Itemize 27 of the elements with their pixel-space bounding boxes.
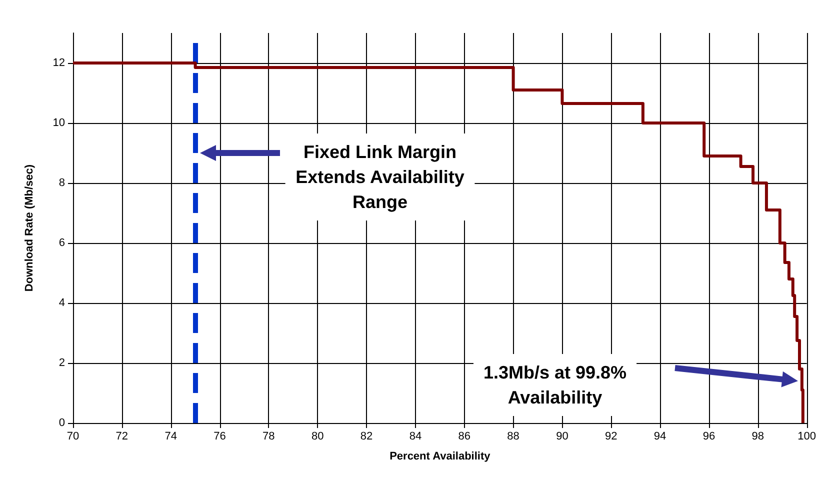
y-tick-label: 10 bbox=[52, 117, 65, 129]
x-axis-title: Percent Availability bbox=[390, 450, 492, 462]
x-tick-label: 86 bbox=[458, 430, 470, 442]
x-tick-label: 98 bbox=[752, 430, 764, 442]
x-tick-label: 80 bbox=[311, 430, 324, 442]
annotation: 1.3Mb/s at 99.8% Availability bbox=[483, 362, 627, 408]
x-tick-label: 78 bbox=[262, 430, 275, 442]
y-tick-label: 0 bbox=[58, 417, 65, 429]
annotation: Fixed Link Margin Extends Availability Range bbox=[296, 142, 464, 212]
x-tick-label: 96 bbox=[702, 430, 716, 442]
x-tick-label: 82 bbox=[360, 430, 373, 442]
x-tick-label: 76 bbox=[214, 430, 226, 442]
y-tick-label: 6 bbox=[58, 237, 65, 249]
y-tick-label: 12 bbox=[52, 57, 65, 69]
y-axis-title: Download Rate (Mb/sec) bbox=[24, 164, 36, 292]
y-tick-label: 4 bbox=[58, 297, 65, 309]
y-tick-label: 8 bbox=[58, 177, 65, 189]
x-tick-label: 94 bbox=[654, 430, 666, 442]
x-tick-label: 100 bbox=[798, 430, 816, 442]
x-tick-label: 72 bbox=[116, 430, 128, 442]
x-tick-label: 92 bbox=[605, 430, 618, 442]
x-tick-label: 88 bbox=[507, 430, 520, 442]
x-tick-label: 74 bbox=[164, 430, 177, 442]
x-tick-label: 90 bbox=[556, 430, 568, 442]
y-tick-label: 2 bbox=[58, 357, 65, 369]
x-tick-label: 84 bbox=[409, 430, 422, 442]
x-tick-label: 70 bbox=[66, 430, 80, 442]
